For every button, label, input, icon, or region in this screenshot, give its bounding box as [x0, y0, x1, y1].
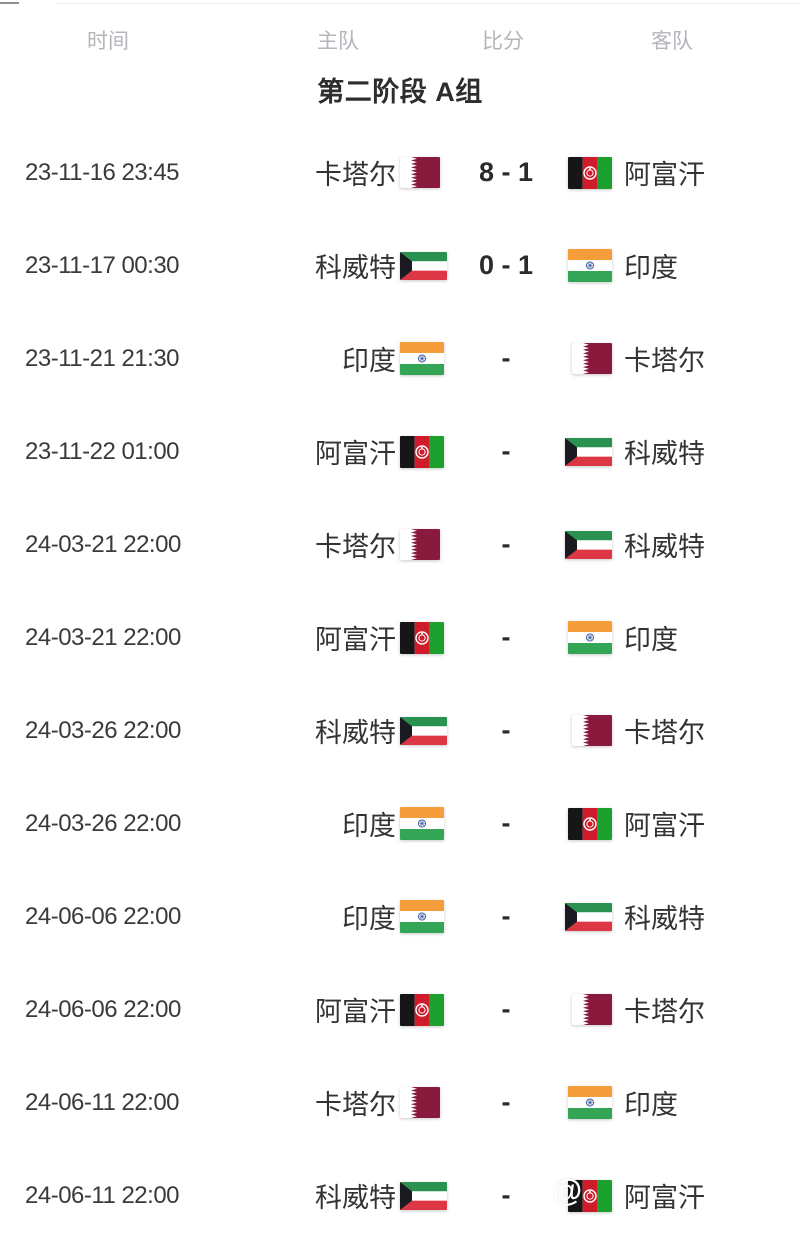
- match-row[interactable]: 24-03-21 22:00 卡塔尔 - 科威特: [0, 498, 800, 591]
- away-team-name: 科威特: [624, 904, 705, 934]
- kuwait-flag-icon: [562, 437, 612, 466]
- india-flag-icon: [400, 900, 450, 933]
- away-team-name: 阿富汗: [624, 1183, 705, 1213]
- qatar-flag-icon: [400, 157, 450, 188]
- away-team-name: 卡塔尔: [624, 997, 705, 1027]
- column-header-away: 客队: [651, 30, 693, 53]
- home-team-name: 卡塔尔: [315, 1090, 396, 1120]
- home-team-name: 科威特: [315, 253, 396, 283]
- afghanistan-flag-icon: [400, 621, 450, 654]
- home-team-name: 科威特: [315, 718, 396, 748]
- home-team-name: 阿富汗: [315, 625, 396, 655]
- india-flag-icon: [400, 342, 450, 375]
- match-time: 24-03-26 22:00: [25, 716, 181, 744]
- match-time: 23-11-17 00:30: [25, 251, 180, 279]
- match-time: 23-11-22 01:00: [25, 437, 180, 465]
- column-header-time: 时间: [87, 30, 129, 53]
- match-time: 24-06-11 22:00: [25, 1181, 180, 1209]
- match-time: 24-06-06 22:00: [25, 902, 181, 930]
- match-row[interactable]: 24-06-11 22:00 卡塔尔 - 印度: [0, 1056, 800, 1149]
- match-time: 24-03-26 22:00: [25, 809, 181, 837]
- kuwait-flag-icon: [562, 530, 612, 559]
- away-team-name: 印度: [624, 625, 678, 655]
- match-score: -: [501, 622, 511, 652]
- afghanistan-flag-icon: [562, 807, 612, 840]
- india-flag-icon: [562, 249, 612, 282]
- away-team-name: 阿富汗: [624, 811, 705, 841]
- match-score: -: [501, 994, 511, 1024]
- home-team-name: 卡塔尔: [315, 160, 396, 190]
- kuwait-flag-icon: [400, 251, 450, 280]
- match-time: 24-03-21 22:00: [25, 623, 181, 651]
- match-row[interactable]: 24-06-11 22:00 科威特 - @ 阿富汗: [0, 1149, 800, 1233]
- home-team-name: 印度: [342, 346, 396, 376]
- table-column-headers: 时间 主队 比分 客队: [0, 0, 800, 64]
- qatar-flag-icon: [562, 715, 612, 746]
- match-row[interactable]: 24-03-26 22:00 印度 - 阿富汗: [0, 777, 800, 870]
- match-row[interactable]: 23-11-16 23:45 卡塔尔 8 - 1 阿富汗: [0, 126, 800, 219]
- kuwait-flag-icon: [400, 716, 450, 745]
- match-score: -: [501, 901, 511, 931]
- match-score: -: [501, 343, 511, 373]
- group-title-row: 第二阶段 A组: [0, 64, 800, 114]
- match-score: -: [501, 1180, 511, 1210]
- qatar-flag-icon: [562, 994, 612, 1025]
- match-list: 23-11-16 23:45 卡塔尔 8 - 1 阿富汗 23-11-17 00…: [0, 126, 800, 1233]
- away-team-name: 印度: [624, 253, 678, 283]
- column-header-score: 比分: [482, 30, 524, 53]
- match-score: -: [501, 715, 511, 745]
- top-divider: [55, 3, 800, 4]
- match-score: 8 - 1: [478, 157, 534, 187]
- away-team-name: 卡塔尔: [624, 346, 705, 376]
- india-flag-icon: [400, 807, 450, 840]
- match-time: 24-03-21 22:00: [25, 530, 181, 558]
- home-team-name: 科威特: [315, 1183, 396, 1213]
- qatar-flag-icon: [400, 1087, 450, 1118]
- away-team-name: 卡塔尔: [624, 718, 705, 748]
- match-row[interactable]: 24-06-06 22:00 阿富汗 - 卡塔尔: [0, 963, 800, 1056]
- match-row[interactable]: 24-03-26 22:00 科威特 - 卡塔尔: [0, 684, 800, 777]
- match-score: -: [501, 436, 511, 466]
- afghanistan-flag-icon: [400, 993, 450, 1026]
- match-row[interactable]: 24-03-21 22:00 阿富汗 - 印度: [0, 591, 800, 684]
- qatar-flag-icon: [562, 343, 612, 374]
- match-time: 23-11-16 23:45: [25, 158, 180, 186]
- away-team-name: 阿富汗: [624, 160, 705, 190]
- match-row[interactable]: 23-11-17 00:30 科威特 0 - 1 印度: [0, 219, 800, 312]
- kuwait-flag-icon: [562, 902, 612, 931]
- match-score: -: [501, 529, 511, 559]
- away-team-name: 印度: [624, 1090, 678, 1120]
- match-row[interactable]: 24-06-06 22:00 印度 - 科威特: [0, 870, 800, 963]
- afghanistan-flag-icon: [400, 435, 450, 468]
- home-team-name: 印度: [342, 811, 396, 841]
- group-title: 第二阶段 A组: [317, 76, 483, 107]
- match-score: 0 - 1: [478, 250, 534, 280]
- afghanistan-flag-icon: [562, 156, 612, 189]
- afghanistan-flag-icon: @: [550, 1171, 612, 1212]
- top-edge-artifact: [0, 2, 19, 4]
- match-time: 24-06-06 22:00: [25, 995, 181, 1023]
- away-team-name: 科威特: [624, 439, 705, 469]
- column-header-home: 主队: [317, 30, 359, 53]
- india-flag-icon: [562, 1086, 612, 1119]
- home-team-name: 阿富汗: [315, 997, 396, 1027]
- home-team-name: 阿富汗: [315, 439, 396, 469]
- match-row[interactable]: 23-11-21 21:30 印度 - 卡塔尔: [0, 312, 800, 405]
- match-score: -: [501, 1087, 511, 1117]
- kuwait-flag-icon: [400, 1181, 450, 1210]
- home-team-name: 印度: [342, 904, 396, 934]
- qatar-flag-icon: [400, 529, 450, 560]
- india-flag-icon: [562, 621, 612, 654]
- match-row[interactable]: 23-11-22 01:00 阿富汗 - 科威特: [0, 405, 800, 498]
- match-score: -: [501, 808, 511, 838]
- home-team-name: 卡塔尔: [315, 532, 396, 562]
- match-time: 24-06-11 22:00: [25, 1088, 180, 1116]
- away-team-name: 科威特: [624, 532, 705, 562]
- match-time: 23-11-21 21:30: [25, 344, 180, 372]
